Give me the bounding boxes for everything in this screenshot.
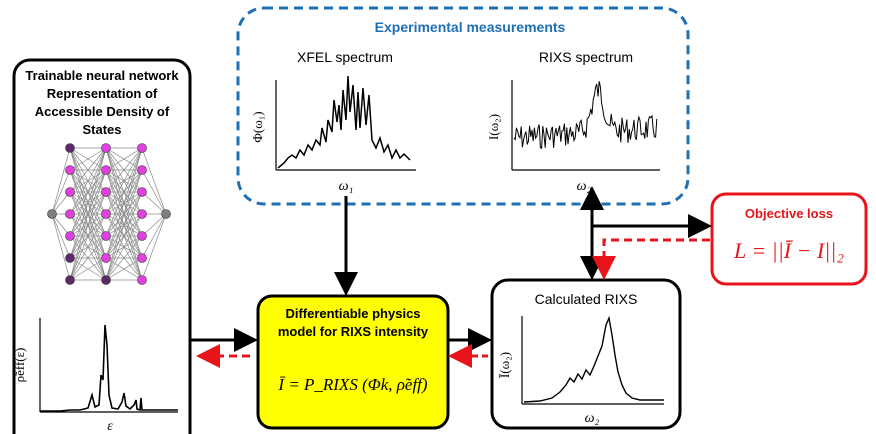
nn-node [137, 187, 147, 197]
nn-connection [69, 191, 107, 281]
physics-model-box: Differentiable physics model for RIXS in… [256, 294, 450, 430]
nn-title-line-3: Accessible Density of [35, 104, 170, 119]
xfel-title: XFEL spectrum [297, 49, 393, 65]
nn-connection [105, 147, 143, 281]
rixs-plot: RIXS spectrum I(ω₂) ω₂ [486, 49, 660, 194]
calculated-title: Calculated RIXS [535, 291, 638, 307]
rixs-y-label: I(ω₂) [486, 114, 501, 140]
xfel-curve [277, 75, 411, 169]
nn-title-line-2: Representation of [47, 86, 158, 101]
nn-connection [105, 147, 143, 193]
xfel-y-label: Φ(ω₁) [250, 111, 265, 142]
dos-plot: ρ̃eff(ε) ε [12, 318, 178, 434]
nn-node [101, 187, 111, 197]
neural-network-graphic [47, 143, 171, 285]
nn-node [65, 143, 75, 153]
nn-connection [51, 213, 71, 259]
nn-connection [141, 213, 167, 237]
nn-connection [69, 213, 107, 281]
nn-connection [69, 147, 107, 193]
nn-connection [69, 235, 107, 281]
nn-node [101, 143, 111, 153]
nn-node [101, 165, 111, 175]
nn-node [137, 209, 147, 219]
physics-title-line-2: model for RIXS intensity [278, 324, 429, 339]
nn-title-line-1: Trainable neural network [25, 68, 179, 83]
nn-node [101, 275, 111, 285]
physics-formula: Ī = P_RIXS (Φk, ρ̃eff) [277, 375, 427, 394]
calc-x-label: ω₂ [585, 411, 600, 426]
experimental-title: Experimental measurements [375, 19, 566, 35]
nn-node [137, 231, 147, 241]
physics-title-line-1: Differentiable physics [285, 306, 420, 321]
nn-node [47, 209, 57, 219]
nn-connection [69, 147, 107, 259]
nn-connection [105, 213, 143, 281]
objective-loss-box: Objective loss L = ||Ī − I||₂ [710, 192, 868, 286]
dos-curve [40, 324, 178, 412]
nn-node [65, 187, 75, 197]
nn-connection [69, 147, 107, 237]
nn-connection [105, 147, 143, 215]
nn-connection [69, 147, 107, 281]
nn-connection [51, 213, 71, 281]
nn-connection [105, 147, 143, 237]
calc-curve [523, 315, 664, 403]
nn-connection [105, 235, 143, 281]
objective-formula: L = ||Ī − I||₂ [733, 238, 844, 263]
nn-connection [105, 169, 143, 281]
nn-node [65, 275, 75, 285]
objective-title: Objective loss [745, 206, 833, 221]
calc-y-label: Ī(ω₂) [497, 352, 512, 378]
dos-y-label: ρ̃eff(ε) [12, 348, 27, 383]
nn-connection [51, 147, 71, 215]
nn-connection [105, 147, 143, 259]
nn-connection [141, 213, 167, 281]
xfel-x-label: ω₁ [339, 179, 354, 194]
rixs-title: RIXS spectrum [539, 49, 633, 65]
nn-node [65, 209, 75, 219]
experimental-measurements-box: Experimental measurements XFEL spectrum … [236, 6, 690, 206]
nn-node [161, 209, 171, 219]
nn-node [65, 231, 75, 241]
nn-title-line-4: States [82, 122, 121, 137]
xfel-plot: XFEL spectrum Φ(ω₁) ω₁ [250, 49, 416, 194]
nn-connection [141, 213, 167, 259]
nn-connection [105, 191, 143, 281]
nn-connection [141, 169, 167, 215]
nn-node [101, 231, 111, 241]
dos-x-label: ε [107, 419, 113, 434]
rixs-x-label: ω₂ [577, 179, 592, 194]
nn-node [65, 253, 75, 263]
nn-node [137, 275, 147, 285]
nn-node [137, 253, 147, 263]
nn-connection [69, 147, 107, 171]
nn-node [101, 209, 111, 219]
nn-node [101, 253, 111, 263]
nn-connection [105, 147, 143, 171]
nn-connection [141, 147, 167, 215]
neural-network-box: Trainable neural network Representation … [12, 58, 192, 434]
nn-node [65, 165, 75, 175]
arrow-objective-to-calculated-gradient [592, 238, 710, 280]
rixs-curve [513, 81, 658, 150]
calculated-rixs-box: Calculated RIXS Ī(ω₂) ω₂ [490, 278, 682, 430]
nn-connection [69, 147, 107, 215]
nn-connection [69, 169, 107, 281]
nn-node [137, 143, 147, 153]
nn-connection [141, 191, 167, 215]
nn-connection [51, 169, 71, 215]
nn-connection [105, 257, 143, 281]
nn-connection [69, 257, 107, 281]
nn-node [137, 165, 147, 175]
